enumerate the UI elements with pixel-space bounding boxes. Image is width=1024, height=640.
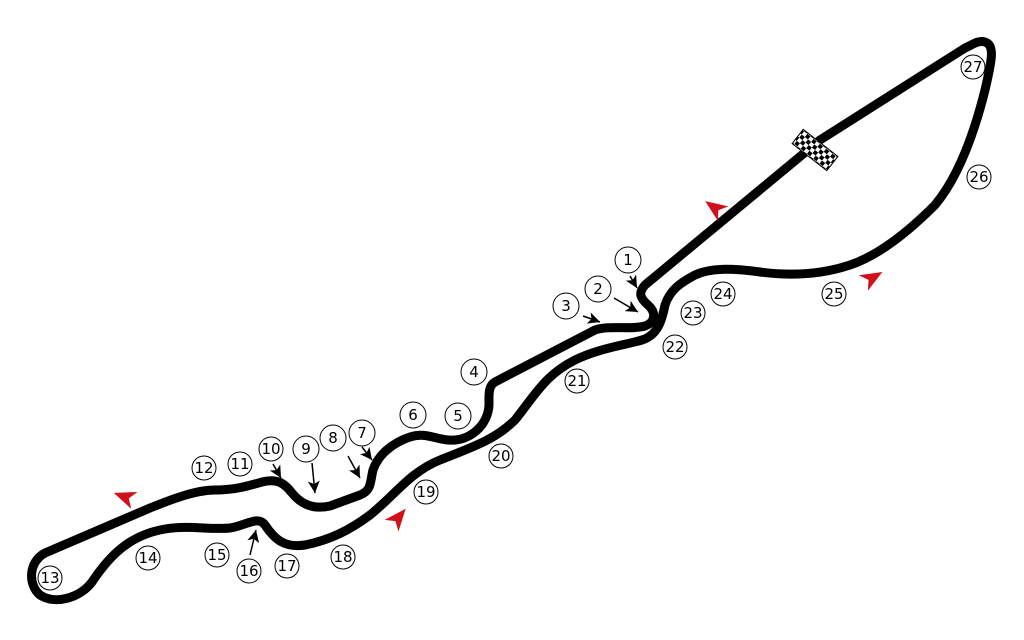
turn-number: 25 — [824, 285, 843, 303]
turn-marker: 1 — [614, 246, 642, 274]
turn-number: 1 — [623, 251, 633, 269]
direction-arrow-icon — [113, 491, 138, 509]
braking-arrow-icon — [307, 462, 320, 494]
braking-arrow-icon — [359, 446, 373, 461]
turn-marker: 25 — [821, 281, 847, 307]
turn-marker: 11 — [227, 451, 253, 477]
braking-arrow-icon — [269, 463, 282, 479]
turn-number: 10 — [261, 440, 280, 458]
turn-number: 21 — [567, 372, 586, 390]
turn-marker: 21 — [564, 368, 590, 394]
turn-number: 13 — [40, 569, 59, 587]
turn-circle — [204, 542, 230, 568]
turn-circle — [330, 544, 356, 570]
turn-circle — [584, 275, 612, 303]
turn-marker: 13 — [37, 565, 63, 591]
turn-circle — [236, 558, 262, 584]
turn-number: 27 — [963, 58, 982, 76]
turn-circle — [292, 435, 320, 463]
turn-number: 12 — [194, 459, 213, 477]
turn-marker: 9 — [292, 435, 320, 463]
turn-circle — [399, 401, 427, 429]
turn-marker: 8 — [319, 424, 347, 452]
turn-circle — [274, 553, 300, 579]
turn-number: 3 — [561, 297, 571, 315]
turn-circle — [821, 281, 847, 307]
turn-circle — [413, 479, 439, 505]
turn-number: 14 — [138, 549, 157, 567]
turn-circle — [552, 292, 580, 320]
turn-marker: 22 — [662, 334, 688, 360]
turn-number: 22 — [665, 338, 684, 356]
turn-marker: 3 — [552, 292, 580, 320]
turn-number: 23 — [683, 304, 702, 322]
turn-circle — [348, 419, 376, 447]
turn-number: 11 — [230, 455, 249, 473]
track — [27, 37, 996, 604]
turn-circle — [191, 455, 217, 481]
turn-circle — [258, 436, 284, 462]
direction-arrow-icon — [384, 508, 406, 532]
turn-circle — [135, 545, 161, 571]
turn-circle — [488, 443, 514, 469]
turn-number: 15 — [207, 546, 226, 564]
direction-arrow-icon — [858, 272, 883, 291]
turn-marker: 24 — [710, 281, 736, 307]
turn-circle — [37, 565, 63, 591]
turn-marker: 26 — [966, 164, 992, 190]
turn-circle — [460, 358, 488, 386]
turn-marker: 7 — [348, 419, 376, 447]
turn-marker: 18 — [330, 544, 356, 570]
turn-circle — [564, 368, 590, 394]
turn-marker: 6 — [399, 401, 427, 429]
turn-marker: 10 — [258, 436, 284, 462]
turn-marker: 5 — [444, 402, 472, 430]
turn-number: 8 — [328, 429, 338, 447]
braking-arrow-icon — [347, 455, 361, 479]
turn-marker: 23 — [680, 300, 706, 326]
turn-circle — [227, 451, 253, 477]
turn-number: 17 — [277, 557, 296, 575]
turn-marker: 12 — [191, 455, 217, 481]
turn-circle — [662, 334, 688, 360]
turn-number: 6 — [408, 406, 418, 424]
turn-number: 24 — [713, 285, 732, 303]
braking-arrow-icon — [247, 529, 260, 556]
turn-number: 2 — [593, 280, 603, 298]
turn-circle — [960, 54, 986, 80]
turn-number: 9 — [301, 440, 311, 458]
turn-marker: 2 — [584, 275, 612, 303]
turn-number: 19 — [416, 483, 435, 501]
turn-marker: 16 — [236, 558, 262, 584]
turn-marker: 27 — [960, 54, 986, 80]
turn-circle — [614, 246, 642, 274]
turn-marker: 15 — [204, 542, 230, 568]
turn-number: 7 — [357, 424, 367, 442]
braking-arrow-icon — [613, 297, 639, 313]
turn-number: 16 — [239, 562, 258, 580]
turn-marker: 19 — [413, 479, 439, 505]
turn-number: 5 — [453, 407, 463, 425]
turn-number: 4 — [469, 363, 479, 381]
turn-circle — [444, 402, 472, 430]
turn-number: 18 — [333, 548, 352, 566]
braking-arrow-icon — [582, 312, 601, 324]
braking-arrow-icon — [625, 274, 638, 289]
turn-marker: 14 — [135, 545, 161, 571]
turn-circle — [710, 281, 736, 307]
turn-marker: 17 — [274, 553, 300, 579]
turn-marker: 20 — [488, 443, 514, 469]
turn-number: 26 — [969, 168, 988, 186]
direction-arrow-icon — [705, 201, 729, 222]
turn-circle — [680, 300, 706, 326]
turn-marker: 4 — [460, 358, 488, 386]
checkered-flag-icon — [791, 128, 839, 172]
turn-circle — [319, 424, 347, 452]
turn-number: 20 — [491, 447, 510, 465]
turn-circle — [966, 164, 992, 190]
